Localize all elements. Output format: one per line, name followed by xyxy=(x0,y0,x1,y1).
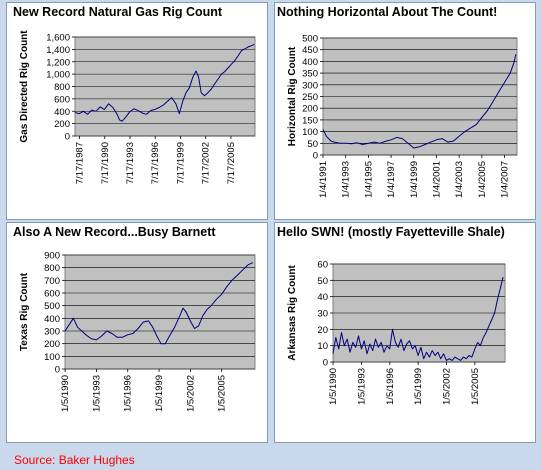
y-axis-label: Texas Rig Count xyxy=(19,272,30,351)
x-tick-label: 7/17/1996 xyxy=(150,142,161,184)
x-tick-label: 7/17/1987 xyxy=(75,142,86,184)
y-tick-label: 800 xyxy=(44,263,60,274)
y-tick-label: 100 xyxy=(302,127,318,138)
chart-title: Nothing Horizontal About The Count! xyxy=(277,5,498,19)
y-tick-label: 500 xyxy=(44,301,60,312)
y-tick-label: 150 xyxy=(302,115,318,126)
y-tick-label: 50 xyxy=(307,139,318,150)
series-line xyxy=(64,262,254,345)
x-tick-label: 1/5/1999 xyxy=(154,375,165,412)
y-tick-label: 30 xyxy=(317,309,328,320)
y-tick-label: 400 xyxy=(54,107,70,118)
y-axis-label: Arkansas Rig Count xyxy=(287,265,298,361)
x-tick-label: 1/5/2005 xyxy=(217,375,228,412)
y-axis-label: Gas Directed Rig Count xyxy=(19,30,30,143)
x-tick-label: 1/4/2001 xyxy=(431,161,442,198)
chart-panel-arkansas: Hello SWN! (mostly Fayetteville Shale) 0… xyxy=(274,222,536,443)
x-tick-label: 1/4/1995 xyxy=(363,161,374,198)
x-tick-label: 1/5/1996 xyxy=(123,375,134,412)
y-tick-label: 250 xyxy=(302,92,318,103)
y-tick-label: 300 xyxy=(302,80,318,91)
y-tick-label: 60 xyxy=(317,260,328,271)
x-tick-label: 1/5/1999 xyxy=(413,368,424,405)
y-tick-label: 0 xyxy=(65,132,70,143)
chart-panel-horizontal: Nothing Horizontal About The Count! 0 50 1… xyxy=(274,2,536,220)
series-line xyxy=(332,276,504,361)
x-tick-label: 1/5/1996 xyxy=(385,368,396,405)
y-tick-label: 600 xyxy=(44,289,60,300)
series-line xyxy=(322,54,517,149)
series-line xyxy=(74,43,255,122)
line-chart-arkansas: 0 10 20 30 40 50 60 1/5/1990 1/5/1993 1/5/1996 1/5… xyxy=(287,260,506,405)
y-tick-label: 20 xyxy=(317,325,328,336)
y-tick-label: 1,600 xyxy=(46,33,70,44)
x-tick-label: 1/4/1993 xyxy=(341,161,352,198)
x-tick-label: 1/4/2003 xyxy=(454,161,465,198)
chart-title: Also A New Record...Busy Barnett xyxy=(13,225,216,239)
y-tick-label: 50 xyxy=(317,276,328,287)
x-tick-label: 1/4/2005 xyxy=(477,161,488,198)
x-tick-label: 7/17/1993 xyxy=(125,142,136,184)
y-tick-label: 800 xyxy=(54,82,70,93)
x-tick-label: 7/17/1990 xyxy=(100,142,111,184)
x-tick-label: 7/17/2002 xyxy=(201,142,212,184)
x-tick-label: 7/17/1999 xyxy=(175,142,186,184)
x-tick-label: 1/5/2002 xyxy=(442,368,453,405)
chart-panel-gas: New Record Natural Gas Rig Count 0 200 400… xyxy=(6,2,268,220)
chart-title: Hello SWN! (mostly Fayetteville Shale) xyxy=(277,225,505,239)
y-tick-label: 1,400 xyxy=(46,45,70,56)
chart-title: New Record Natural Gas Rig Count xyxy=(13,5,223,19)
y-tick-label: 350 xyxy=(302,69,318,80)
x-tick-label: 1/4/2007 xyxy=(500,161,511,198)
y-tick-label: 200 xyxy=(54,119,70,130)
x-tick-label: 1/5/1993 xyxy=(91,375,102,412)
y-tick-label: 400 xyxy=(302,57,318,68)
y-tick-label: 500 xyxy=(302,34,318,45)
y-tick-label: 0 xyxy=(55,365,60,376)
x-tick-label: 1/4/1997 xyxy=(386,161,397,198)
y-tick-label: 10 xyxy=(317,341,328,352)
y-axis-label: Horizontal Rig Count xyxy=(287,46,298,146)
y-tick-label: 900 xyxy=(44,251,60,262)
y-tick-label: 0 xyxy=(313,151,318,162)
source-note: Source: Baker Hughes xyxy=(14,453,135,467)
y-tick-label: 40 xyxy=(317,292,328,303)
x-tick-label: 1/5/1990 xyxy=(328,368,339,405)
x-tick-label: 1/5/2005 xyxy=(470,368,481,405)
x-tick-label: 1/4/1991 xyxy=(318,161,329,198)
y-tick-label: 700 xyxy=(44,276,60,287)
x-tick-label: 7/17/2005 xyxy=(226,142,237,184)
x-tick-label: 1/5/2002 xyxy=(185,375,196,412)
y-tick-label: 200 xyxy=(302,104,318,115)
chart-panel-texas: Also A New Record...Busy Barnett 0 100 200… xyxy=(6,222,268,443)
y-tick-label: 200 xyxy=(44,339,60,350)
x-tick-label: 1/5/1990 xyxy=(60,375,71,412)
x-tick-label: 1/4/1999 xyxy=(409,161,420,198)
y-tick-label: 600 xyxy=(54,94,70,105)
y-tick-label: 450 xyxy=(302,45,318,56)
x-tick-label: 1/5/1993 xyxy=(356,368,367,405)
y-tick-label: 0 xyxy=(323,358,328,369)
y-tick-label: 100 xyxy=(44,352,60,363)
plot-area xyxy=(64,254,256,370)
y-tick-label: 1,200 xyxy=(46,57,70,68)
y-tick-label: 1,000 xyxy=(46,70,70,81)
y-tick-label: 300 xyxy=(44,327,60,338)
y-tick-label: 400 xyxy=(44,314,60,325)
